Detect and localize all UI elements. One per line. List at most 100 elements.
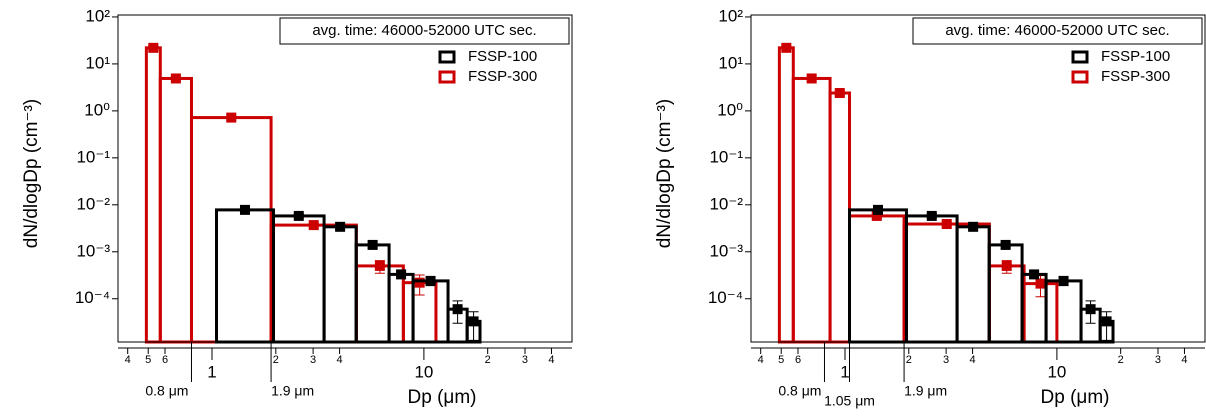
y-tick-label: 10⁻² (709, 194, 743, 213)
panel: 10² 10¹ 10⁰ 10⁻¹ 10⁻² 10⁻³ 10⁻⁴ dN/dlogDp (cm⁻³… (21, 6, 573, 408)
y-tick-label: 10⁻³ (76, 241, 110, 260)
marker (226, 112, 237, 123)
annotation-text: 0.8 μm (778, 383, 821, 399)
x-tick-label: 10 (1047, 362, 1066, 381)
legend-swatch (1071, 50, 1089, 64)
bar (271, 214, 326, 344)
annotation-text: 0.8 μm (145, 383, 188, 399)
x-tick-label: 10 (414, 362, 433, 381)
marker (367, 239, 378, 250)
y-axis-label: dN/dlogDp (cm⁻³) (21, 99, 42, 248)
marker (414, 277, 425, 288)
bar (215, 208, 275, 344)
annotation-box (279, 17, 570, 45)
annotation-box-text: avg. time: 46000-52000 UTC sec. (312, 22, 536, 39)
bar (189, 116, 273, 344)
x-tick-label: 4 (1181, 354, 1187, 366)
bar (354, 243, 391, 344)
x-axis-label: Dp (μm) (1041, 387, 1110, 408)
bar (955, 225, 991, 344)
x-tick-label: 2 (1118, 354, 1124, 366)
legend-label: FSSP-100 (468, 48, 537, 65)
marker (806, 73, 817, 84)
marker (425, 275, 436, 286)
marker (148, 42, 159, 53)
x-tick-label: 4 (125, 354, 131, 366)
marker (1101, 316, 1112, 327)
panel: 10² 10¹ 10⁰ 10⁻¹ 10⁻² 10⁻³ 10⁻⁴ dN/dlogDp (cm⁻³… (654, 6, 1206, 409)
marker (926, 210, 937, 221)
bar (1044, 279, 1083, 344)
marker (1085, 304, 1096, 315)
marker (335, 221, 346, 232)
marker (452, 304, 463, 315)
marker (374, 260, 385, 271)
bar (987, 264, 1026, 344)
bar (848, 208, 908, 344)
marker (872, 204, 883, 215)
marker (1058, 275, 1069, 286)
x-tick-label: 3 (943, 354, 949, 366)
annotation-text: 1.9 μm (904, 383, 947, 399)
bar (777, 46, 795, 344)
bar (387, 272, 415, 344)
marker (968, 221, 979, 232)
x-tick-label: 6 (162, 354, 168, 366)
bar (902, 222, 991, 344)
bar (791, 76, 832, 344)
bar (848, 214, 906, 344)
y-tick-label: 10⁻² (76, 194, 110, 213)
y-tick-label: 10⁰ (717, 100, 743, 119)
y-tick-label: 10¹ (718, 53, 743, 72)
bar (987, 243, 1024, 344)
marker (468, 316, 479, 327)
x-tick-label: 6 (795, 354, 801, 366)
bar (411, 279, 450, 344)
legend-swatch (1071, 70, 1089, 84)
marker (239, 204, 250, 215)
y-tick-label: 10² (85, 6, 110, 25)
x-tick-label: 3 (310, 354, 316, 366)
bar (904, 214, 959, 344)
marker (1000, 239, 1011, 250)
marker (834, 88, 845, 99)
x-tick-label: 4 (970, 354, 976, 366)
x-tick-label: 4 (337, 354, 343, 366)
x-tick-label: 1 (207, 362, 216, 381)
marker (308, 220, 319, 231)
x-tick-label: 3 (522, 354, 528, 366)
annotation-box (912, 17, 1203, 45)
y-tick-label: 10⁻⁴ (75, 288, 110, 307)
y-tick-label: 10⁻³ (709, 241, 743, 260)
annotation-text: 1.9 μm (271, 383, 314, 399)
legend-swatch (438, 50, 456, 64)
legend-label: FSSP-100 (1101, 48, 1170, 65)
bar (144, 46, 162, 344)
marker (170, 73, 181, 84)
y-axis-label: dN/dlogDp (cm⁻³) (654, 99, 675, 248)
marker (941, 219, 952, 230)
y-tick-label: 10⁻¹ (709, 147, 743, 166)
marker (781, 42, 792, 53)
marker (871, 210, 882, 221)
x-tick-label: 5 (778, 354, 784, 366)
y-tick-label: 10⁰ (84, 100, 110, 119)
y-tick-label: 10⁻⁴ (708, 288, 743, 307)
y-tick-label: 10¹ (85, 53, 110, 72)
marker (1029, 269, 1040, 280)
x-tick-label: 4 (758, 354, 764, 366)
x-tick-label: 2 (485, 354, 491, 366)
marker (293, 210, 304, 221)
bar (269, 223, 358, 344)
annotation-text: 1.05 μm (824, 393, 875, 409)
x-tick-label: 1 (840, 362, 849, 381)
legend-label: FSSP-300 (468, 68, 537, 85)
plot-frame (750, 14, 1206, 343)
x-axis-label: Dp (μm) (408, 387, 477, 408)
annotation-box-text: avg. time: 46000-52000 UTC sec. (945, 22, 1169, 39)
plot-frame (117, 14, 573, 343)
x-tick-label: 2 (273, 354, 279, 366)
x-tick-label: 4 (548, 354, 554, 366)
